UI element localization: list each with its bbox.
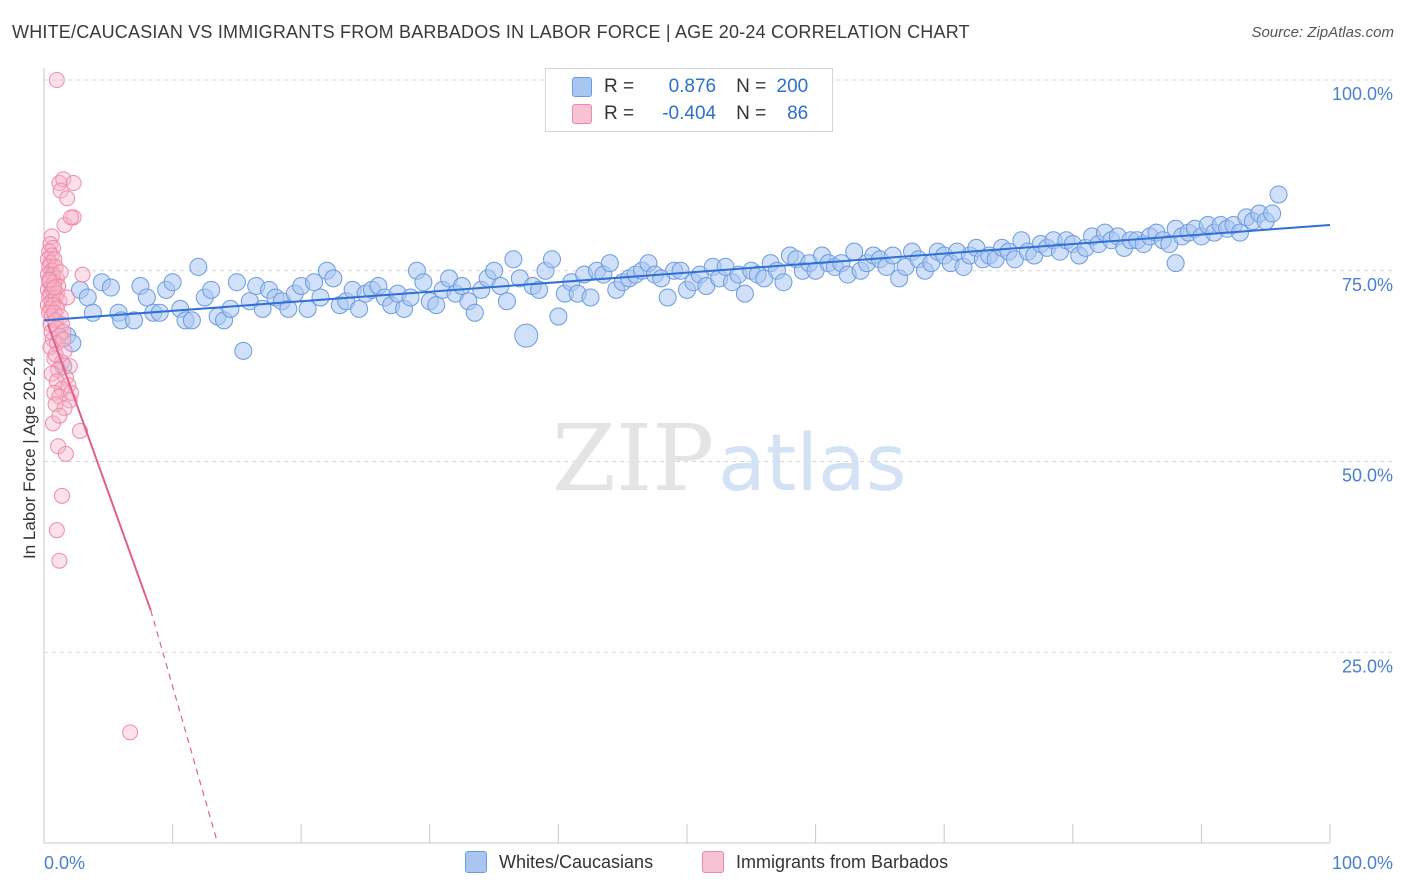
legend: R = 0.876 N = 200 R = -0.404 N = 86 <box>545 68 833 132</box>
whites-point <box>735 284 754 303</box>
legend-swatch-pink <box>572 104 592 124</box>
series-barbados-points <box>39 72 139 741</box>
whites-point <box>1263 204 1282 223</box>
bottom-legend-barbados: Immigrants from Barbados <box>702 851 948 873</box>
whites-point <box>78 288 97 307</box>
barbados-point <box>59 289 76 306</box>
whites-point <box>549 307 568 326</box>
whites-point <box>101 278 120 297</box>
legend-n-label: N = <box>736 76 767 97</box>
whites-point <box>279 299 298 318</box>
whites-point <box>189 257 208 276</box>
whites-point <box>1269 185 1288 204</box>
legend-r-label: R = <box>604 76 635 97</box>
whites-point <box>465 303 484 322</box>
barbados-point <box>74 266 91 283</box>
legend-n-value: 86 <box>787 103 809 124</box>
whites-point <box>163 273 182 292</box>
whites-point <box>182 311 201 330</box>
bottom-legend-swatch-pink <box>702 851 724 873</box>
whites-point <box>125 311 144 330</box>
x-tick-label-min: 0.0% <box>44 853 85 873</box>
legend-n-label: N = <box>736 103 767 124</box>
trend-line-whites <box>43 223 1331 322</box>
trend-line-barbados <box>46 323 152 611</box>
tick-labels: 100.0% 75.0% 50.0% 25.0% 0.0% 100.0% <box>44 84 1393 873</box>
whites-point <box>324 269 343 288</box>
whites-point <box>671 261 690 280</box>
barbados-point <box>122 724 139 741</box>
barbados-point <box>57 445 74 462</box>
legend-n-value: 200 <box>776 76 809 97</box>
barbados-point <box>55 331 72 348</box>
barbados-point <box>54 487 71 504</box>
chart-title: WHITE/CAUCASIAN VS IMMIGRANTS FROM BARBA… <box>12 22 970 42</box>
y-tick-label: 75.0% <box>1342 275 1393 295</box>
whites-point <box>401 288 420 307</box>
grid-lines <box>44 79 1392 653</box>
legend-r-label: R = <box>604 103 635 124</box>
legend-row-whites: R = 0.876 N = 200 <box>572 74 808 100</box>
x-tick-label-max: 100.0% <box>1332 853 1393 873</box>
whites-point <box>202 280 221 299</box>
trend-lines <box>43 223 1331 844</box>
whites-point <box>83 303 102 322</box>
axes <box>43 68 1331 844</box>
whites-point <box>774 273 793 292</box>
whites-point <box>658 288 677 307</box>
y-tick-label: 50.0% <box>1342 466 1393 486</box>
whites-point <box>497 292 516 311</box>
legend-r-value: -0.404 <box>662 103 717 124</box>
barbados-point <box>51 552 68 569</box>
whites-point <box>221 299 240 318</box>
whites-point <box>530 280 549 299</box>
barbados-point <box>63 209 80 226</box>
barbados-point <box>65 175 82 192</box>
legend-swatch-blue <box>572 77 592 97</box>
whites-point <box>1166 254 1185 273</box>
whites-point <box>414 273 433 292</box>
bottom-legend-swatch-blue <box>465 851 487 873</box>
bottom-legend-whites: Whites/Caucasians <box>465 851 653 873</box>
whites-point <box>350 299 369 318</box>
whites-point <box>504 250 523 269</box>
y-tick-label: 25.0% <box>1342 656 1393 676</box>
bottom-legend-label-whites: Whites/Caucasians <box>499 851 654 872</box>
whites-point <box>311 288 330 307</box>
whites-point <box>883 246 902 265</box>
watermark-atlas: atlas <box>718 419 907 509</box>
whites-point <box>542 250 561 269</box>
chart-source: Source: ZipAtlas.com <box>1251 24 1394 41</box>
bottom-legend-label-barbados: Immigrants from Barbados <box>736 851 949 872</box>
whites-point <box>514 323 539 348</box>
legend-r-value: 0.876 <box>668 76 717 97</box>
barbados-point <box>59 190 76 207</box>
whites-point <box>234 341 253 360</box>
whites-point <box>600 254 619 273</box>
y-tick-label: 100.0% <box>1332 84 1393 104</box>
series-whites-points <box>54 185 1288 376</box>
watermark-zip: ZIP <box>552 405 714 512</box>
barbados-point <box>48 522 65 539</box>
barbados-point <box>72 422 89 439</box>
legend-row-barbados: R = -0.404 N = 86 <box>572 101 808 127</box>
y-axis-label: In Labor Force | Age 20-24 <box>20 357 39 559</box>
whites-point <box>227 273 246 292</box>
trend-line-barbados-extension <box>150 610 219 844</box>
whites-point <box>485 261 504 280</box>
whites-point <box>305 273 324 292</box>
barbados-point <box>46 279 63 296</box>
barbados-point <box>52 264 69 281</box>
barbados-point <box>51 407 68 424</box>
whites-point <box>137 288 156 307</box>
barbados-point <box>48 72 65 88</box>
whites-point <box>581 288 600 307</box>
whites-point <box>427 296 446 315</box>
whites-point <box>452 277 471 296</box>
